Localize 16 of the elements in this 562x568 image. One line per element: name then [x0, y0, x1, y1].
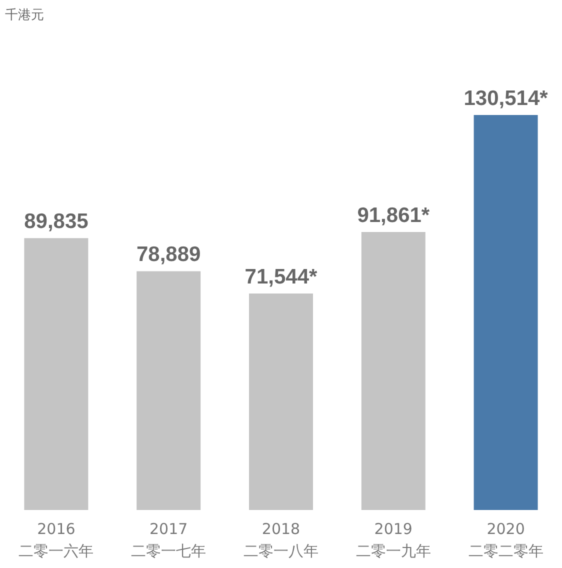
bar: [24, 238, 88, 510]
bar: [474, 114, 538, 510]
x-tick-label: 2017 二零一七年: [131, 520, 206, 560]
data-label: 89,835: [24, 210, 89, 234]
data-label: 91,861*: [357, 204, 430, 227]
bar: [249, 293, 313, 510]
x-tick-label: 2019 二零一九年: [356, 520, 431, 560]
bar: [361, 232, 426, 510]
bar: [136, 271, 201, 510]
data-label: 78,889: [136, 243, 201, 266]
data-label: 71,544*: [244, 265, 318, 288]
x-tick-label: 2018 二零一八年: [244, 520, 318, 560]
data-label: 130,514*: [464, 86, 549, 110]
x-tick-label: 2016 二零一六年: [18, 520, 94, 560]
x-tick-label: 2020 二零二零年: [468, 520, 544, 560]
text: 千港元: [5, 8, 44, 23]
